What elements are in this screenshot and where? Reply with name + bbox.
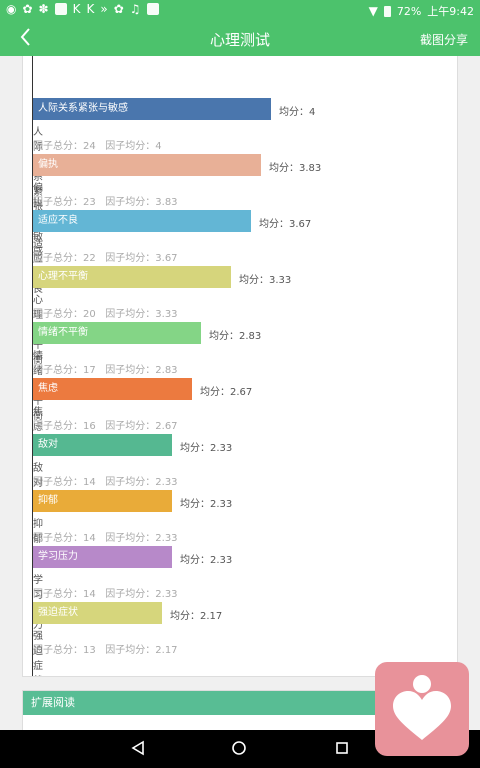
status-left-icons: ◉ ✿ ✽ K K » ✿ ♫ bbox=[6, 3, 159, 15]
factor-mean: 因子均分：4 bbox=[105, 141, 162, 152]
page-title: 心理测试 bbox=[209, 31, 270, 49]
factor-bar[interactable]: 焦虑 bbox=[33, 378, 192, 400]
nav-back-icon[interactable] bbox=[130, 740, 146, 760]
factor-scores: 因子总分：22 因子均分：3.67 bbox=[33, 249, 178, 264]
factor-mean: 因子均分：3.33 bbox=[105, 309, 178, 320]
factor-avg-label: 均分：3.33 bbox=[239, 275, 292, 286]
factor-scores: 因子总分：14 因子均分：2.33 bbox=[33, 529, 178, 544]
clock: 上午9:42 bbox=[427, 5, 474, 18]
factor-bar[interactable]: 情绪不平衡 bbox=[33, 322, 201, 344]
factor-scores: 因子总分：20 因子均分：3.33 bbox=[33, 305, 178, 320]
leaf-icon: ✽ bbox=[38, 2, 49, 16]
factor-mean: 因子均分：2.83 bbox=[105, 365, 178, 376]
chart-y-axis bbox=[32, 56, 33, 676]
factor-bar[interactable]: 偏执 bbox=[33, 154, 261, 176]
factor-avg-label: 均分：2.83 bbox=[209, 331, 262, 342]
weibo-icon-2: ✿ bbox=[113, 2, 124, 16]
battery-icon bbox=[383, 5, 391, 17]
factor-total: 因子总分：13 bbox=[33, 645, 96, 656]
k-icon: K bbox=[72, 2, 81, 16]
factor-bar[interactable]: 适应不良 bbox=[33, 210, 251, 232]
factor-scores: 因子总分：14 因子均分：2.33 bbox=[33, 585, 178, 600]
factor-mean: 因子均分：2.67 bbox=[105, 421, 178, 432]
factor-avg-label: 均分：2.33 bbox=[180, 499, 233, 510]
factor-name: 抑郁 bbox=[33, 519, 43, 545]
screenshot-share-button[interactable]: 截图分享 bbox=[419, 33, 468, 47]
forward-icon: » bbox=[100, 2, 108, 16]
factor-name: 偏执 bbox=[33, 183, 43, 209]
factor-bar[interactable]: 学习压力 bbox=[33, 546, 172, 568]
app-bar: 心理测试 截图分享 bbox=[0, 20, 480, 56]
factor-scores: 因子总分：13 因子均分：2.17 bbox=[33, 641, 178, 656]
factor-total: 因子总分：23 bbox=[33, 197, 96, 208]
factor-bar[interactable]: 强迫症状 bbox=[33, 602, 162, 624]
battery-percent: 72% bbox=[396, 4, 422, 18]
factor-total: 因子总分：24 bbox=[33, 141, 96, 152]
factor-avg-label: 均分：2.67 bbox=[200, 387, 253, 398]
nav-recents-icon[interactable] bbox=[334, 740, 350, 760]
factor-total: 因子总分：14 bbox=[33, 477, 96, 488]
k-icon-2: K bbox=[86, 2, 95, 16]
factor-bar[interactable]: 人际关系紧张与敏感 bbox=[33, 98, 271, 120]
factor-mean: 因子均分：3.67 bbox=[105, 253, 178, 264]
factor-avg-label: 均分：2.33 bbox=[180, 443, 233, 454]
factor-avg-label: 均分：2.33 bbox=[180, 555, 233, 566]
heart-person-icon[interactable] bbox=[375, 662, 469, 756]
factor-avg-label: 均分：2.17 bbox=[170, 611, 223, 622]
factor-scores: 因子总分：14 因子均分：2.33 bbox=[33, 473, 178, 488]
factor-mean: 因子均分：2.33 bbox=[105, 589, 178, 600]
factor-bar[interactable]: 敌对 bbox=[33, 434, 172, 456]
factor-bar[interactable]: 抑郁 bbox=[33, 490, 172, 512]
factor-scores: 因子总分：16 因子均分：2.67 bbox=[33, 417, 178, 432]
factor-name: 敌对 bbox=[33, 463, 43, 489]
factor-scores: 因子总分：24 因子均分：4 bbox=[33, 137, 162, 152]
status-bar: ◉ ✿ ✽ K K » ✿ ♫ ▼ 72% 上午9:42 bbox=[0, 0, 480, 20]
factor-name: 焦虑 bbox=[33, 407, 43, 433]
factor-avg-label: 均分：4 bbox=[279, 107, 316, 118]
factor-avg-label: 均分：3.83 bbox=[269, 163, 322, 174]
factor-total: 因子总分：16 bbox=[33, 421, 96, 432]
factor-mean: 因子均分：3.83 bbox=[105, 197, 178, 208]
factor-total: 因子总分：14 bbox=[33, 589, 96, 600]
app-icon bbox=[146, 3, 159, 15]
factor-bar[interactable]: 心理不平衡 bbox=[33, 266, 231, 288]
headphone-icon: ♫ bbox=[129, 2, 141, 16]
status-right-icons: ▼ 72% 上午9:42 bbox=[369, 3, 474, 19]
factor-total: 因子总分：20 bbox=[33, 309, 96, 320]
weibo-icon: ✿ bbox=[22, 2, 33, 16]
factor-total: 因子总分：17 bbox=[33, 365, 96, 376]
factor-mean: 因子均分：2.33 bbox=[105, 477, 178, 488]
notification-icon bbox=[54, 3, 67, 15]
factor-name: 强迫症状 bbox=[33, 631, 43, 672]
factor-total: 因子总分：14 bbox=[33, 533, 96, 544]
back-chevron-icon[interactable] bbox=[18, 26, 32, 53]
wifi-icon: ▼ bbox=[368, 4, 378, 18]
nav-home-icon[interactable] bbox=[231, 740, 247, 760]
factor-total: 因子总分：22 bbox=[33, 253, 96, 264]
factor-scores: 因子总分：17 因子均分：2.83 bbox=[33, 361, 178, 376]
factor-avg-label: 均分：3.67 bbox=[259, 219, 312, 230]
factor-scores: 因子总分：23 因子均分：3.83 bbox=[33, 193, 178, 208]
factor-mean: 因子均分：2.33 bbox=[105, 533, 178, 544]
factor-mean: 因子均分：2.17 bbox=[105, 645, 178, 656]
wechat-icon: ◉ bbox=[6, 2, 17, 16]
